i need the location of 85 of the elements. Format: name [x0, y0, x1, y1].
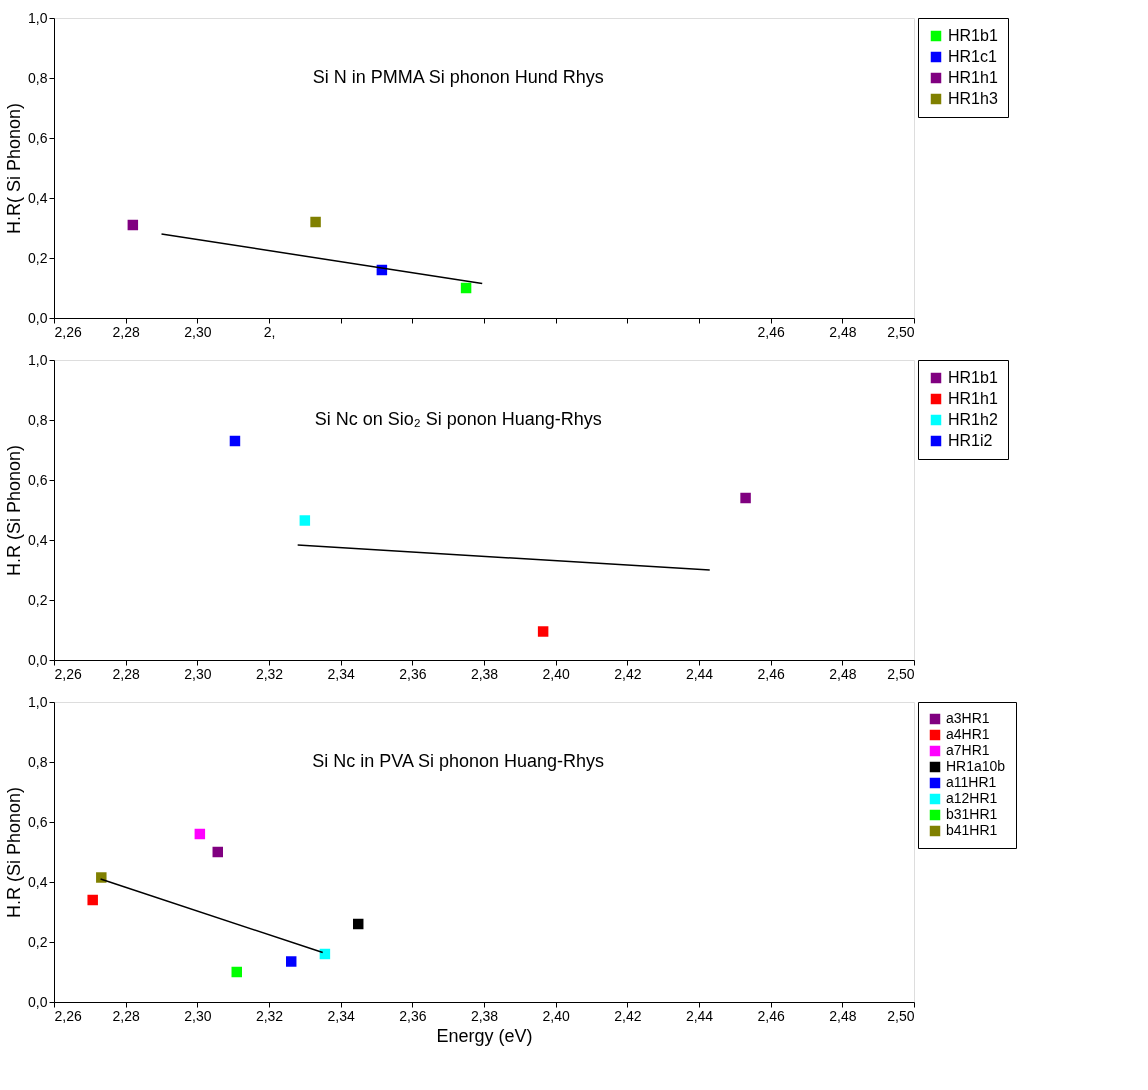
x-tick-label: 2,26 — [54, 323, 82, 340]
x-tick-label: 2,42 — [614, 1007, 642, 1024]
x-tick-label: 2,50 — [887, 665, 915, 682]
x-tick-label: 2,50 — [887, 323, 915, 340]
text: Si N in PMMA Si phonon Hund Rhys — [312, 67, 604, 87]
y-tick-label: 0,8 — [28, 411, 48, 428]
x-tick-label: 2,38 — [470, 1007, 499, 1024]
point — [352, 918, 364, 930]
x-tick-label: 2,48 — [829, 665, 857, 682]
y-tick-label: 0,2 — [28, 249, 48, 266]
text: Si Nc on Sio₂ Si ponon Huang-Rhys — [314, 409, 602, 429]
legend-label: HR1h1 — [948, 69, 998, 86]
point — [231, 966, 242, 978]
x-tick-label: 2,36 — [399, 665, 427, 682]
x-tick-label: 2,48 — [829, 323, 857, 340]
x-tick-label: 2,30 — [184, 1007, 212, 1024]
legend-label: HR1i2 — [948, 432, 993, 449]
x-axis-title: Energy (eV) — [436, 1025, 533, 1046]
x-tick-label: 2,50 — [887, 1007, 915, 1024]
y-tick-label: 0,6 — [28, 471, 48, 488]
legend-label: HR1c1 — [948, 48, 998, 65]
legend-label: b31HR1 — [946, 806, 998, 822]
x-tick-label: 2,34 — [327, 665, 355, 682]
y-tick-label: 0,2 — [28, 933, 48, 950]
point — [537, 626, 549, 637]
legend-label: HR1b1 — [948, 369, 998, 386]
y-tick-label: 0,8 — [28, 69, 48, 86]
x-tick-label: 2,48 — [829, 1007, 857, 1024]
x-tick-label: 2,44 — [685, 1007, 714, 1024]
y-tick-label: 0,0 — [28, 993, 48, 1010]
point — [212, 846, 223, 858]
legend-label: HR1b1 — [948, 27, 998, 44]
x-tick-label: 2,46 — [757, 1007, 785, 1024]
x-tick-label: 2,38 — [470, 665, 499, 682]
x-tick-label: 2,36 — [399, 1007, 427, 1024]
point — [96, 872, 107, 883]
y-tick-label: 0,6 — [28, 813, 48, 830]
x-tick-label: 2,40 — [542, 1007, 570, 1024]
y-axis-title: H.R (Si Phonon) — [4, 786, 25, 919]
x-tick-label: 2,34 — [327, 1007, 355, 1024]
x-tick-label: 2,32 — [255, 665, 284, 682]
legend-label: HR1h3 — [948, 90, 998, 107]
x-tick-label: 2,32 — [255, 1007, 284, 1024]
x-tick-label: 2,46 — [757, 323, 785, 340]
y-axis-title: H.R( Si Phonon) — [4, 102, 25, 235]
y-tick-label: 0,0 — [28, 651, 48, 668]
y-tick-label: 0,0 — [28, 309, 48, 326]
legend-label: b41HR1 — [946, 822, 998, 838]
y-tick-label: 0,8 — [28, 753, 48, 770]
y-tick-label: 0,2 — [28, 591, 48, 608]
point — [87, 894, 98, 906]
x-tick-label: 2,40 — [542, 665, 570, 682]
x-tick-label: 2,30 — [184, 665, 212, 682]
legend-label: a12HR1 — [946, 790, 998, 806]
y-tick-label: 1,0 — [28, 9, 48, 26]
x-tick-label: 2,44 — [685, 665, 714, 682]
legend-label: a4HR1 — [946, 726, 990, 742]
x-tick-label: 2,26 — [54, 665, 82, 682]
x-tick-label: 2,46 — [757, 665, 785, 682]
point — [740, 492, 751, 504]
x-tick-label: 2,30 — [184, 323, 212, 340]
y-tick-label: 0,4 — [28, 873, 48, 890]
legend-label: a7HR1 — [946, 742, 990, 758]
point — [285, 956, 297, 967]
y-tick-label: 1,0 — [28, 351, 48, 368]
y-tick-label: 0,4 — [28, 189, 48, 206]
y-axis-title: H.R (Si Phonon) — [4, 444, 25, 577]
legend-label: a11HR1 — [946, 774, 997, 790]
y-tick-label: 0,4 — [28, 531, 48, 548]
text: Si Nc in PVA Si phonon Huang-Rhys — [312, 751, 605, 771]
x-tick-label: 2, — [263, 323, 276, 340]
legend-label: a3HR1 — [946, 710, 990, 726]
x-tick-label: 2,28 — [112, 1007, 140, 1024]
x-tick-label: 2,26 — [54, 1007, 82, 1024]
point — [229, 435, 241, 447]
legend-label: HR1h1 — [948, 390, 998, 407]
legend-label: HR1a10b — [946, 758, 1006, 774]
x-tick-label: 2,28 — [112, 323, 140, 340]
point — [299, 515, 311, 526]
y-tick-label: 0,6 — [28, 129, 48, 146]
x-tick-label: 2,28 — [112, 665, 140, 682]
x-tick-label: 2,42 — [614, 665, 642, 682]
point — [194, 828, 206, 840]
y-tick-label: 1,0 — [28, 693, 48, 710]
legend-label: HR1h2 — [948, 411, 998, 428]
